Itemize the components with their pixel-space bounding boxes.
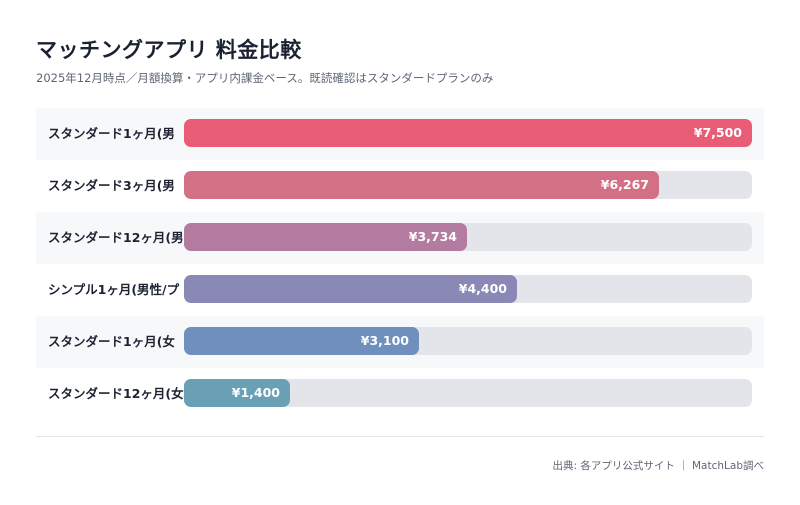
chart-title: マッチングアプリ 料金比較 — [36, 38, 302, 62]
bar-value-label: ¥7,500 — [693, 125, 742, 140]
bar-row: スタンダード12ヶ月(男 ¥3,734 — [36, 212, 764, 264]
bar-value-label: ¥1,400 — [231, 385, 280, 400]
bar-category-label: スタンダード3ヶ月(男 — [48, 178, 175, 193]
bar-fill: ¥7,500 — [184, 119, 752, 147]
bar-row: スタンダード3ヶ月(男 ¥6,267 — [36, 160, 764, 212]
bar-chart: スタンダード1ヶ月(男 ¥7,500 スタンダード3ヶ月(男 ¥6,267 スタンダード… — [36, 108, 764, 420]
bar-track: ¥3,734 — [184, 223, 752, 251]
bar-value-label: ¥4,400 — [458, 281, 507, 296]
bar-track: ¥3,100 — [184, 327, 752, 355]
bar-fill: ¥1,400 — [184, 379, 290, 407]
bar-value-label: ¥6,267 — [600, 177, 649, 192]
bar-value-label: ¥3,100 — [360, 333, 409, 348]
bar-category-label: スタンダード12ヶ月(男 — [48, 230, 184, 245]
bar-fill: ¥3,734 — [184, 223, 467, 251]
bar-category-label: スタンダード1ヶ月(女 — [48, 334, 175, 349]
bar-track: ¥1,400 — [184, 379, 752, 407]
bar-row: スタンダード12ヶ月(女 ¥1,400 — [36, 368, 764, 420]
bar-fill: ¥6,267 — [184, 171, 659, 199]
bar-fill: ¥4,400 — [184, 275, 517, 303]
bar-category-label: スタンダード12ヶ月(女 — [48, 386, 184, 401]
bar-fill: ¥3,100 — [184, 327, 419, 355]
bar-track: ¥4,400 — [184, 275, 752, 303]
bar-track: ¥7,500 — [184, 119, 752, 147]
bar-category-label: スタンダード1ヶ月(男 — [48, 126, 175, 141]
source-note: 出典: 各アプリ公式サイト ｜ MatchLab調べ — [552, 460, 764, 472]
bar-category-label: シンプル1ヶ月(男性/プ — [48, 282, 180, 297]
bar-value-label: ¥3,734 — [408, 229, 457, 244]
bar-row: シンプル1ヶ月(男性/プ ¥4,400 — [36, 264, 764, 316]
bar-track: ¥6,267 — [184, 171, 752, 199]
chart-subtitle: 2025年12月時点／月額換算・アプリ内課金ベース。既読確認はスタンダードプラン… — [36, 71, 494, 85]
bar-row: スタンダード1ヶ月(女 ¥3,100 — [36, 316, 764, 368]
bar-row: スタンダード1ヶ月(男 ¥7,500 — [36, 108, 764, 160]
footer-divider — [36, 436, 764, 437]
